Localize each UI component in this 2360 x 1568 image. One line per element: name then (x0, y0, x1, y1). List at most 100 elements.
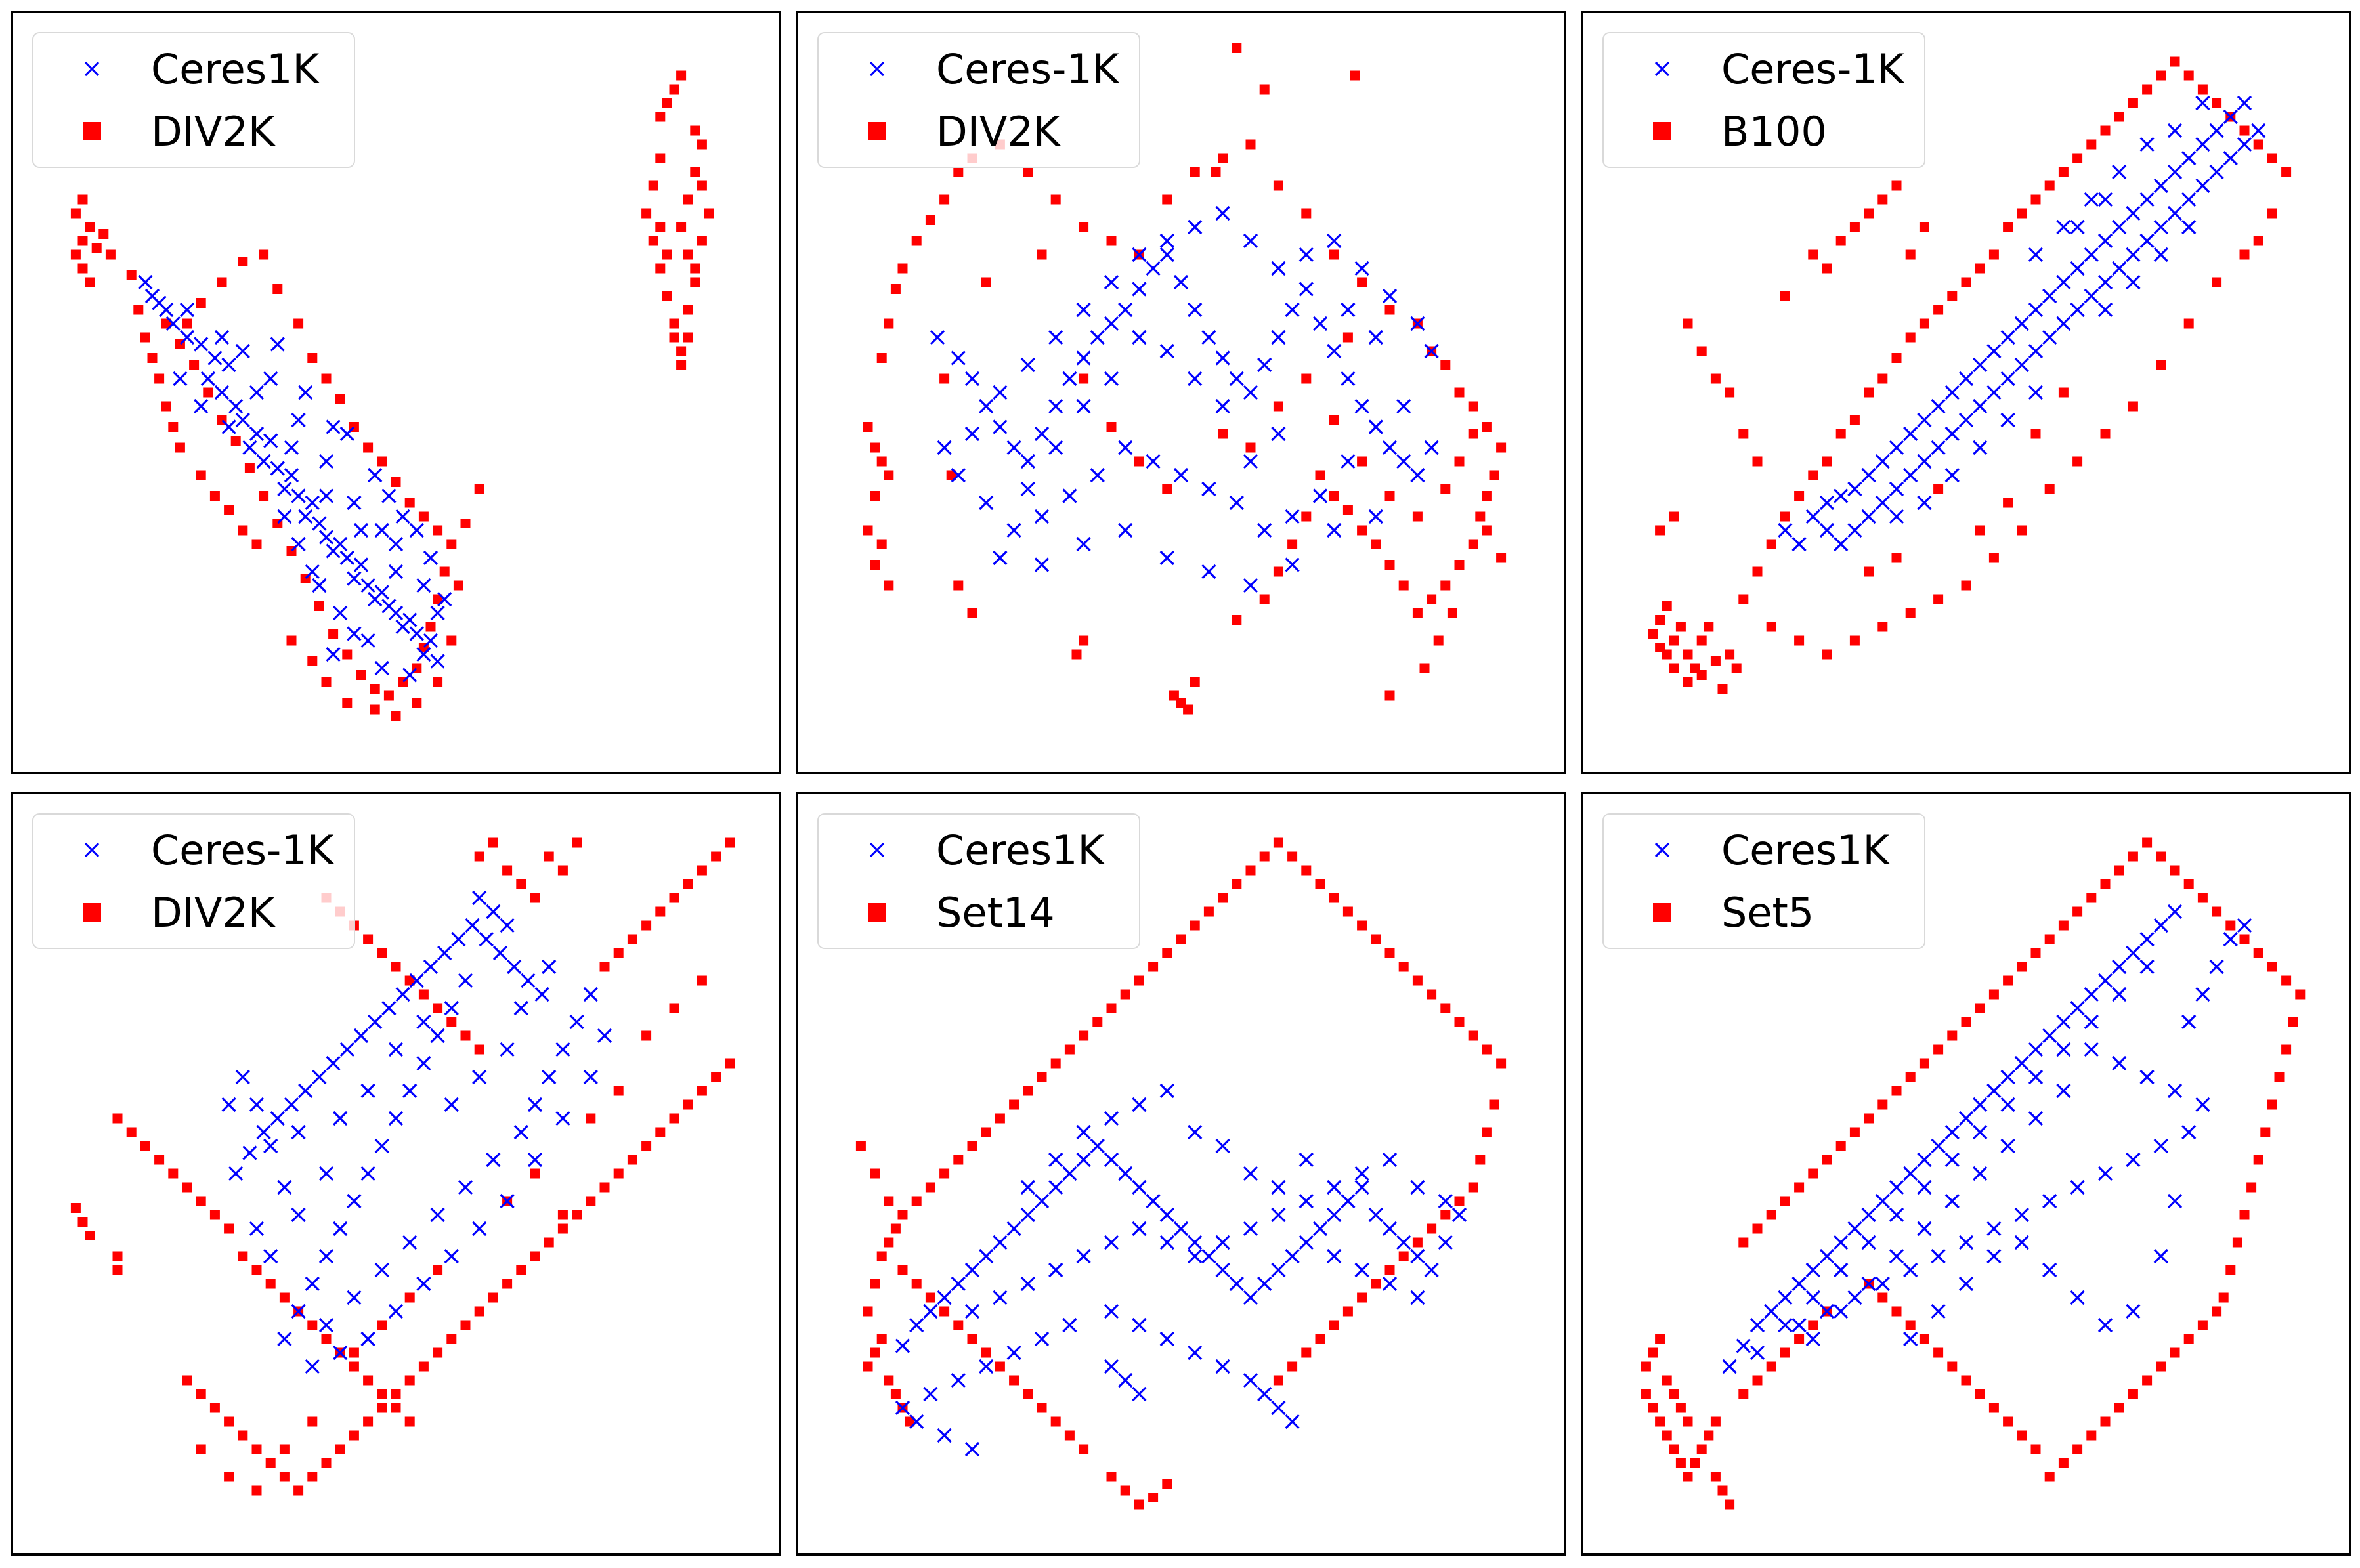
point-cross (2195, 1097, 2210, 1112)
point-square (530, 893, 540, 903)
point-square (1468, 539, 1478, 549)
point-square (1725, 1499, 1735, 1510)
point-cross (2070, 302, 2085, 318)
point-square (85, 277, 95, 287)
point-square (182, 318, 192, 329)
point-square (1489, 1099, 1499, 1110)
point-cross (1973, 398, 1988, 414)
point-square (1427, 989, 1437, 1000)
legend-label: DIV2K (151, 108, 276, 156)
point-square (1919, 1334, 1929, 1344)
point-cross (1327, 1248, 1342, 1264)
point-cross (179, 302, 195, 318)
point-square (669, 1003, 679, 1013)
point-square (168, 422, 179, 432)
point-square (870, 491, 880, 501)
point-square (1245, 139, 1256, 150)
series-a (930, 205, 1439, 593)
point-cross (437, 945, 452, 961)
point-square (328, 629, 339, 639)
point-cross (2126, 205, 2141, 221)
point-square (126, 1127, 137, 1137)
point-cross (2028, 1069, 2044, 1085)
point-square (460, 1030, 471, 1041)
point-cross (1410, 1290, 1425, 1305)
point-cross (1188, 1124, 1203, 1140)
point-square (981, 277, 991, 287)
point-cross (353, 1028, 369, 1044)
point-square (314, 601, 324, 611)
point-cross (1749, 1345, 1765, 1361)
point-cross (1778, 1290, 1793, 1305)
point-square (1808, 1320, 1818, 1330)
point-cross (1903, 1331, 1918, 1347)
data-points (70, 70, 714, 721)
point-square (1357, 456, 1367, 467)
point-cross (1229, 371, 1244, 387)
point-square (1037, 1403, 1047, 1413)
point-cross (2237, 137, 2252, 152)
point-cross (200, 371, 215, 387)
point-cross (2112, 261, 2127, 276)
point-square (683, 879, 693, 889)
point-square (1641, 1389, 1651, 1399)
point-cross (416, 1014, 431, 1030)
point-cross (472, 1069, 487, 1085)
point-square (251, 1265, 262, 1275)
point-square (1037, 249, 1047, 260)
point-square (1398, 580, 1409, 591)
point-cross (513, 1000, 528, 1016)
legend-box (817, 32, 1140, 168)
point-cross (1243, 1166, 1258, 1181)
point-cross (291, 1207, 306, 1223)
point-square (272, 284, 283, 294)
point-square (925, 1292, 935, 1303)
point-square (1808, 470, 1818, 480)
point-square (439, 566, 450, 577)
point-cross (2028, 1111, 2044, 1126)
point-square (2003, 1416, 2013, 1427)
point-cross (979, 495, 994, 511)
point-square (697, 975, 707, 986)
point-square (224, 505, 234, 515)
point-cross (2097, 274, 2113, 290)
point-cross (326, 1055, 341, 1071)
point-square (1468, 401, 1478, 412)
point-square (1988, 1403, 1999, 1413)
point-square (1342, 505, 1353, 515)
point-cross (1173, 1221, 1189, 1237)
point-square (1482, 1127, 1492, 1137)
point-square (321, 373, 332, 384)
point-square (1919, 318, 1929, 329)
point-cross (583, 986, 598, 1002)
point-square (2253, 948, 2263, 958)
point-square (2030, 948, 2041, 958)
point-cross (1354, 398, 1369, 414)
point-square (683, 1099, 693, 1110)
point-square (418, 1361, 429, 1372)
point-cross (194, 398, 209, 414)
point-cross (472, 890, 487, 906)
point-square (1717, 1485, 1728, 1496)
point-square (147, 353, 158, 363)
point-cross (1159, 247, 1174, 263)
point-cross (2167, 164, 2183, 180)
point-cross (305, 1359, 320, 1374)
point-cross (1257, 522, 1272, 538)
point-cross (1861, 467, 1876, 483)
point-cross (979, 1359, 994, 1374)
legend-cross-icon (869, 842, 885, 858)
series-a (1722, 904, 2252, 1374)
point-square (669, 332, 679, 343)
point-square (1891, 180, 1902, 191)
point-cross (402, 667, 418, 683)
point-cross (1229, 495, 1244, 511)
point-cross (1020, 454, 1035, 469)
point-cross (1062, 1317, 1077, 1333)
point-cross (1271, 261, 1286, 276)
point-cross (2126, 274, 2141, 290)
point-cross (1271, 1262, 1286, 1278)
point-square (2239, 249, 2250, 260)
point-square (1342, 906, 1353, 917)
point-square (1961, 580, 1971, 591)
